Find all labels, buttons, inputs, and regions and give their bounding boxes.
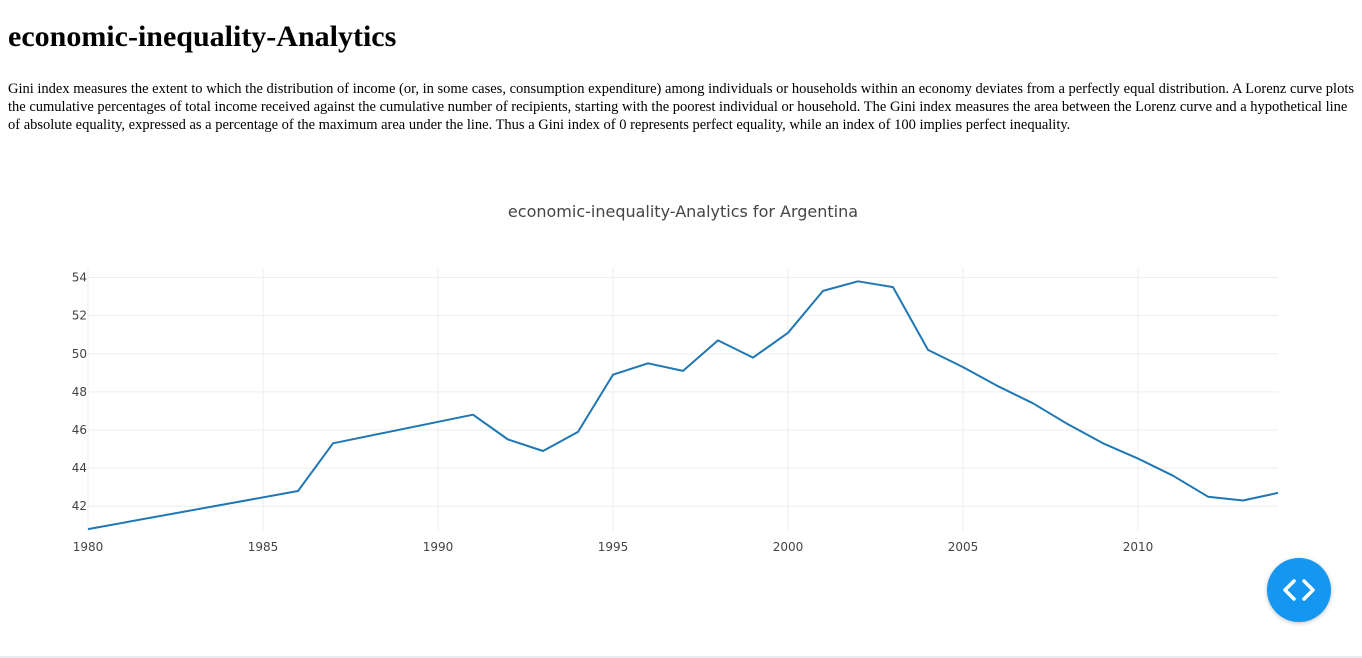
data-point[interactable] [1100, 440, 1106, 446]
x-tick-label: 1995 [598, 540, 629, 554]
data-point[interactable] [1240, 498, 1246, 504]
data-point[interactable] [750, 355, 756, 361]
data-point[interactable] [715, 337, 721, 343]
data-point[interactable] [890, 284, 896, 290]
data-point[interactable] [330, 440, 336, 446]
data-point[interactable] [610, 372, 616, 378]
data-point[interactable] [85, 526, 91, 532]
x-tick-label: 2010 [1123, 540, 1154, 554]
y-tick-label: 44 [72, 461, 87, 475]
y-tick-label: 52 [72, 309, 87, 323]
x-tick-label: 1990 [423, 540, 454, 554]
page-title: economic-inequality-Analytics [8, 20, 397, 53]
gini-description: Gini index measures the extent to which … [8, 81, 1355, 133]
data-point[interactable] [1170, 473, 1176, 479]
x-tick-label: 1985 [248, 540, 279, 554]
x-tick-label: 1980 [73, 540, 104, 554]
series-layer [85, 278, 1281, 532]
data-point[interactable] [645, 360, 651, 366]
line-chart: economic-inequality-Analytics for Argent… [72, 202, 1281, 554]
data-point[interactable] [1205, 494, 1211, 500]
data-point[interactable] [785, 330, 791, 336]
data-point[interactable] [680, 368, 686, 374]
y-tick-label: 54 [72, 271, 87, 285]
data-point[interactable] [925, 347, 931, 353]
y-tick-label: 42 [72, 499, 87, 513]
y-tick-label: 50 [72, 347, 87, 361]
data-point[interactable] [1275, 490, 1281, 496]
data-point[interactable] [505, 437, 511, 443]
data-point[interactable] [575, 429, 581, 435]
x-tick-label: 2005 [948, 540, 979, 554]
code-toggle-button[interactable] [1267, 558, 1331, 622]
data-point[interactable] [540, 448, 546, 454]
gridlines [87, 268, 1278, 531]
y-tick-label: 46 [72, 423, 87, 437]
series-line [87, 280, 1279, 531]
code-brackets-icon [1283, 579, 1315, 601]
y-tick-label: 48 [72, 385, 87, 399]
data-point[interactable] [1135, 456, 1141, 462]
bottom-divider [0, 656, 1362, 658]
chart-title: economic-inequality-Analytics for Argent… [508, 202, 858, 221]
axis-ticks: 1980 1985 1990 1995 2000 2005 2010 42 44 46 48 50 52… [72, 271, 1154, 554]
data-point[interactable] [1030, 400, 1036, 406]
data-point[interactable] [295, 488, 301, 494]
x-tick-label: 2000 [773, 540, 804, 554]
data-point[interactable] [470, 412, 476, 418]
data-point[interactable] [855, 278, 861, 284]
data-point[interactable] [960, 364, 966, 370]
data-point[interactable] [1065, 421, 1071, 427]
data-point[interactable] [995, 383, 1001, 389]
data-point[interactable] [820, 288, 826, 294]
